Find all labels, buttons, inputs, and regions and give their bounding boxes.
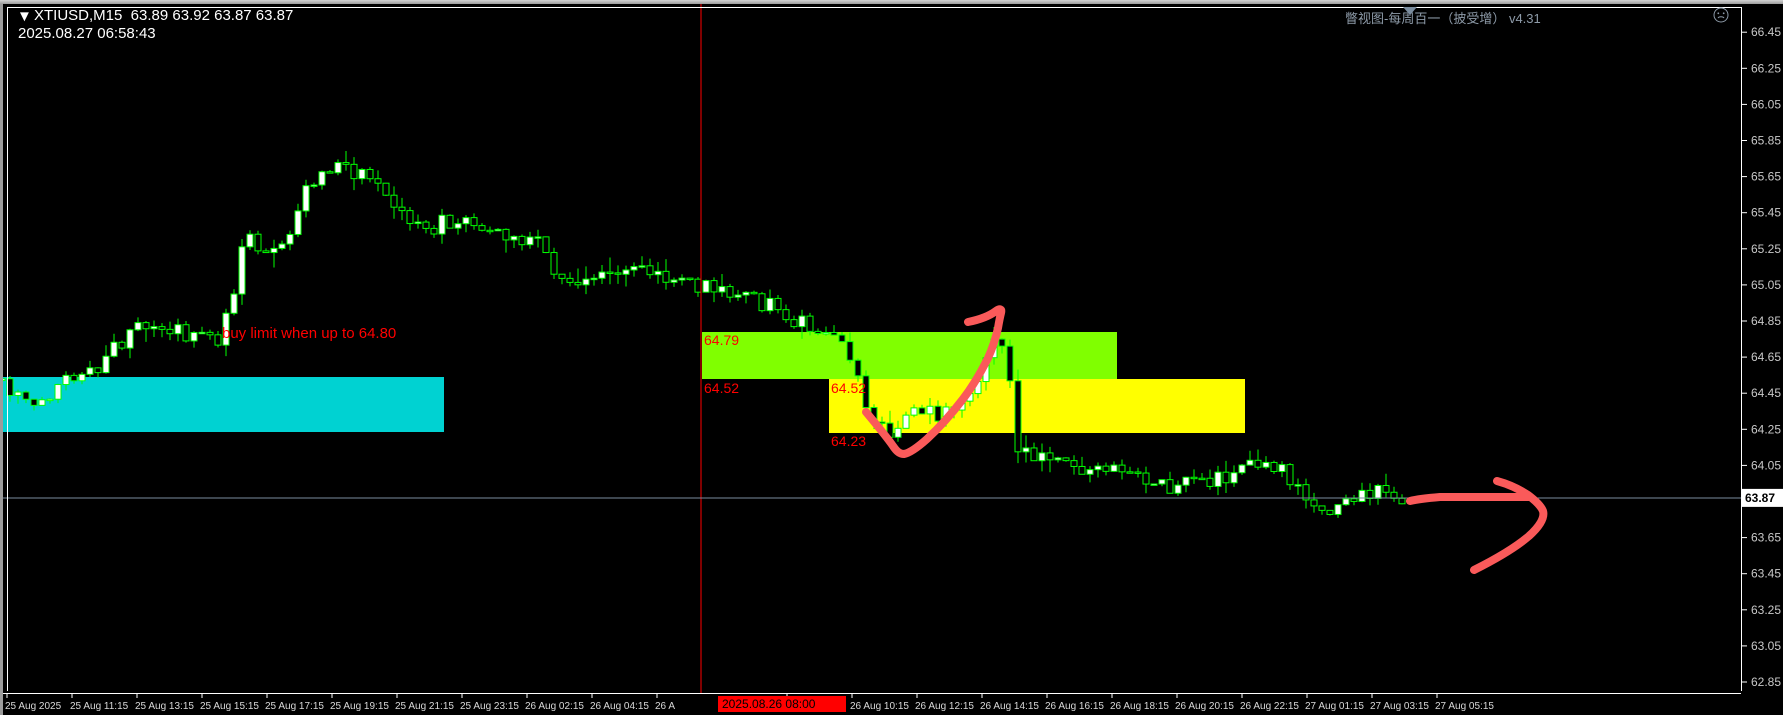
svg-text:25 Aug 17:15: 25 Aug 17:15: [265, 701, 324, 712]
svg-text:64.05: 64.05: [1751, 458, 1781, 472]
svg-text:26 Aug 22:15: 26 Aug 22:15: [1240, 701, 1299, 712]
svg-text:64.45: 64.45: [1751, 386, 1781, 400]
svg-text:27 Aug 03:15: 27 Aug 03:15: [1370, 701, 1429, 712]
svg-text:64.23: 64.23: [831, 433, 866, 449]
svg-text:65.85: 65.85: [1751, 134, 1781, 148]
svg-text:27 Aug 01:15: 27 Aug 01:15: [1305, 701, 1364, 712]
svg-text:buy limit when up to 64.80: buy limit when up to 64.80: [222, 325, 396, 342]
svg-text:26 Aug 16:15: 26 Aug 16:15: [1045, 701, 1104, 712]
svg-text:63.25: 63.25: [1751, 603, 1781, 617]
svg-text:64.25: 64.25: [1751, 422, 1781, 436]
svg-text:25 Aug 19:15: 25 Aug 19:15: [330, 701, 389, 712]
svg-text:25 Aug 13:15: 25 Aug 13:15: [135, 701, 194, 712]
svg-text:25 Aug 2025: 25 Aug 2025: [5, 701, 62, 712]
svg-text:65.05: 65.05: [1751, 278, 1781, 292]
svg-text:64.85: 64.85: [1751, 314, 1781, 328]
svg-text:26 Aug 10:15: 26 Aug 10:15: [850, 701, 909, 712]
svg-text:63.87: 63.87: [1745, 491, 1775, 505]
svg-text:26 Aug 02:15: 26 Aug 02:15: [525, 701, 584, 712]
svg-text:26 Aug 12:15: 26 Aug 12:15: [915, 701, 974, 712]
svg-text:65.25: 65.25: [1751, 242, 1781, 256]
svg-text:66.45: 66.45: [1751, 25, 1781, 39]
svg-text:25 Aug 21:15: 25 Aug 21:15: [395, 701, 454, 712]
svg-text:26 Aug 20:15: 26 Aug 20:15: [1175, 701, 1234, 712]
svg-text:25 Aug 11:15: 25 Aug 11:15: [70, 701, 129, 712]
svg-text:26 A: 26 A: [655, 701, 675, 712]
svg-text:26 Aug 14:15: 26 Aug 14:15: [980, 701, 1039, 712]
svg-text:63.65: 63.65: [1751, 531, 1781, 545]
svg-text:27 Aug 05:15: 27 Aug 05:15: [1435, 701, 1494, 712]
svg-text:63.05: 63.05: [1751, 639, 1781, 653]
svg-text:26 Aug 04:15: 26 Aug 04:15: [590, 701, 649, 712]
svg-text:65.45: 65.45: [1751, 206, 1781, 220]
svg-text:64.52: 64.52: [704, 380, 739, 396]
svg-text:64.79: 64.79: [704, 332, 739, 348]
svg-text:66.05: 66.05: [1751, 97, 1781, 111]
svg-text:2025.08.26 08:00: 2025.08.26 08:00: [722, 697, 816, 711]
svg-text:63.45: 63.45: [1751, 567, 1781, 581]
svg-text:65.65: 65.65: [1751, 170, 1781, 184]
svg-text:25 Aug 15:15: 25 Aug 15:15: [200, 701, 259, 712]
svg-text:64.52: 64.52: [831, 380, 866, 396]
svg-text:64.65: 64.65: [1751, 350, 1781, 364]
svg-text:66.25: 66.25: [1751, 61, 1781, 75]
svg-text:62.85: 62.85: [1751, 675, 1781, 689]
svg-text:26 Aug 18:15: 26 Aug 18:15: [1110, 701, 1169, 712]
svg-text:25 Aug 23:15: 25 Aug 23:15: [460, 701, 519, 712]
